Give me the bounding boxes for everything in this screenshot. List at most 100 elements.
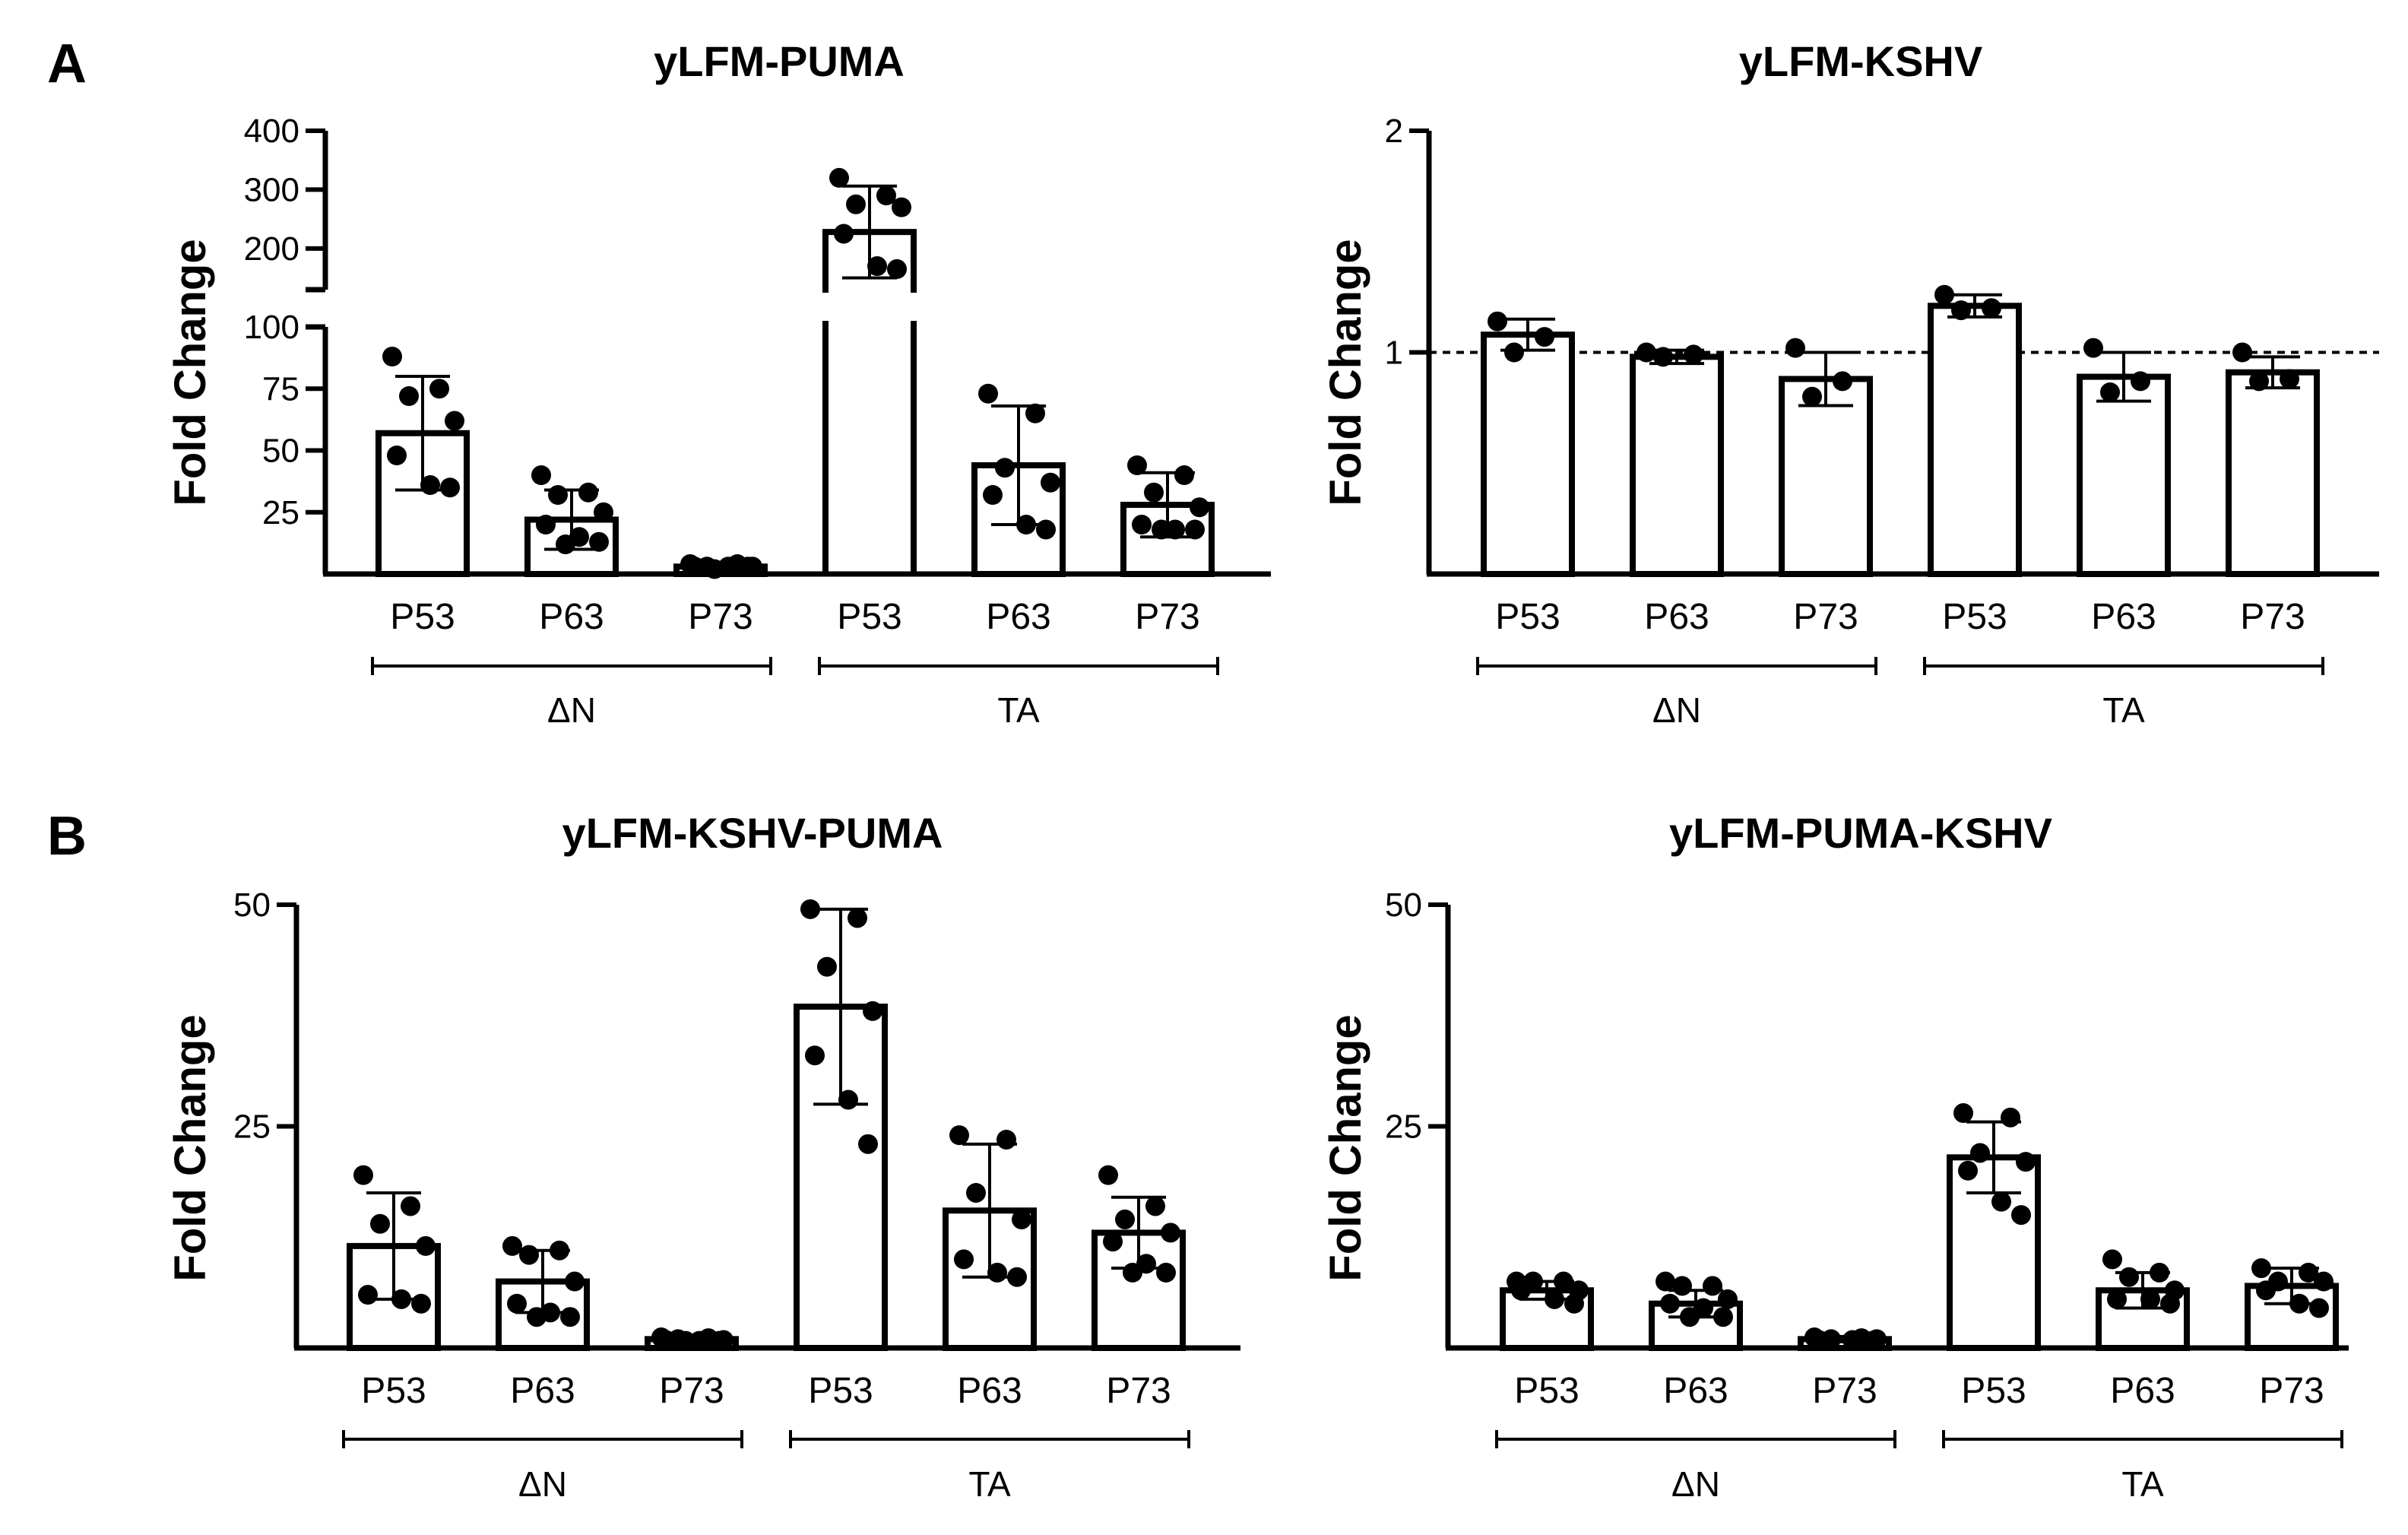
data-point (429, 379, 449, 399)
data-point (1951, 300, 1971, 321)
y-tick-label: 25 (262, 494, 299, 531)
plot-area: 25 50 P53 P63 P73 P53 P63 P73 ΔN TA (1385, 886, 2349, 1504)
data-point (370, 1213, 390, 1234)
x-tick-label: P53 (808, 1371, 873, 1411)
data-point (1185, 519, 1205, 540)
data-point (800, 899, 820, 919)
data-point (519, 1245, 539, 1265)
y-tick-label: 100 (244, 309, 299, 346)
data-point (966, 1182, 986, 1203)
data-point (1152, 519, 1171, 540)
x-tick-label: P63 (1644, 597, 1709, 637)
data-point (805, 1045, 825, 1066)
data-point (1174, 465, 1194, 485)
plot-area: 1 2 P53 P63 P73 P53 P63 P73 ΔN TA (1385, 113, 2379, 730)
data-point (846, 194, 866, 214)
data-point (2314, 1271, 2334, 1292)
y-tick-label: 25 (233, 1108, 271, 1146)
data-point (2251, 1258, 2271, 1279)
data-point (1953, 1103, 1973, 1124)
data-point (1036, 519, 1056, 540)
data-point (1025, 403, 1045, 423)
data-point (1165, 519, 1185, 540)
data-point (1713, 1307, 1733, 1327)
y-tick-label: 300 (244, 171, 299, 208)
data-point (685, 557, 705, 577)
data-point (1190, 497, 1209, 518)
data-point (863, 1001, 882, 1021)
data-point (848, 908, 867, 928)
data-point (420, 475, 440, 495)
x-tick-label: P63 (539, 597, 604, 637)
bar-gap (821, 293, 918, 324)
data-point (2249, 371, 2269, 392)
panel-label-a: A (47, 33, 87, 94)
group-label: ΔN (518, 1464, 567, 1504)
data-point (1703, 1276, 1722, 1296)
data-point (656, 1330, 676, 1350)
data-point (358, 1285, 378, 1305)
data-point (876, 186, 896, 206)
data-point (689, 1330, 709, 1351)
data-point (578, 482, 598, 503)
data-point (1809, 1330, 1829, 1350)
data-point (829, 167, 849, 188)
chart-title: yLFM-KSHV-PUMA (562, 809, 943, 857)
data-point (2083, 338, 2103, 358)
x-tick-label: P63 (2091, 597, 2156, 637)
y-tick-label: 1 (1385, 335, 1403, 372)
bar (1779, 376, 1873, 577)
chart-title: yLFM-PUMA-KSHV (1669, 809, 2052, 857)
data-point (382, 347, 402, 366)
data-point (2011, 1205, 2031, 1226)
data-point (502, 1235, 522, 1256)
data-point (954, 1249, 974, 1270)
data-point (996, 1129, 1016, 1150)
data-point (978, 383, 998, 404)
data-point (1144, 482, 1164, 503)
x-tick-label: P73 (688, 597, 752, 637)
data-point (1007, 1267, 1027, 1287)
bar (2226, 369, 2320, 577)
x-tick-label: P73 (2259, 1371, 2324, 1411)
y-tick-label: 400 (244, 113, 299, 150)
data-point (548, 485, 568, 505)
group-label: TA (968, 1464, 1011, 1504)
data-point (1098, 1165, 1118, 1185)
data-point (1535, 327, 1554, 347)
x-tick-label: P73 (2240, 597, 2305, 637)
y-tick-label: 50 (233, 886, 271, 924)
data-point (2280, 369, 2299, 389)
data-point (1672, 1276, 1692, 1296)
data-point (2140, 1289, 2160, 1309)
group-label: ΔN (547, 690, 596, 730)
data-point (1862, 1330, 1882, 1351)
data-point (1511, 1280, 1531, 1301)
data-point (1653, 347, 1673, 367)
data-point (2100, 382, 2120, 402)
data-point (507, 1293, 527, 1314)
chart-ylfm-kshv-puma: yLFM-KSHV-PUMA Fold Change 25 50 P53 P63 P73… (166, 809, 1240, 1504)
data-point (2016, 1152, 2036, 1172)
x-tick-label: P73 (1106, 1371, 1171, 1411)
data-point (2309, 1298, 2329, 1318)
y-tick-label: 50 (1385, 886, 1422, 924)
data-point (2160, 1293, 2180, 1314)
x-tick-label: P53 (1961, 1371, 2026, 1411)
plot-area: 25 50 P53 P63 P73 P53 P63 P73 ΔN TA (233, 886, 1240, 1504)
data-point (2119, 1267, 2139, 1287)
y-tick-label: 50 (262, 433, 299, 470)
chart-ylfm-puma: yLFM-PUMA Fold Change 25 50 75 100 200 300 400… (166, 37, 1271, 730)
data-point (1684, 344, 1703, 365)
data-point (1041, 472, 1060, 493)
data-point (983, 485, 1003, 505)
data-point (705, 559, 724, 579)
y-axis-label: Fold Change (166, 239, 215, 506)
data-point (594, 502, 613, 522)
data-point (2131, 371, 2150, 392)
data-point (589, 531, 609, 552)
data-point (2299, 1262, 2318, 1283)
panel-label-b: B (47, 806, 87, 867)
data-point (2107, 1289, 2127, 1309)
